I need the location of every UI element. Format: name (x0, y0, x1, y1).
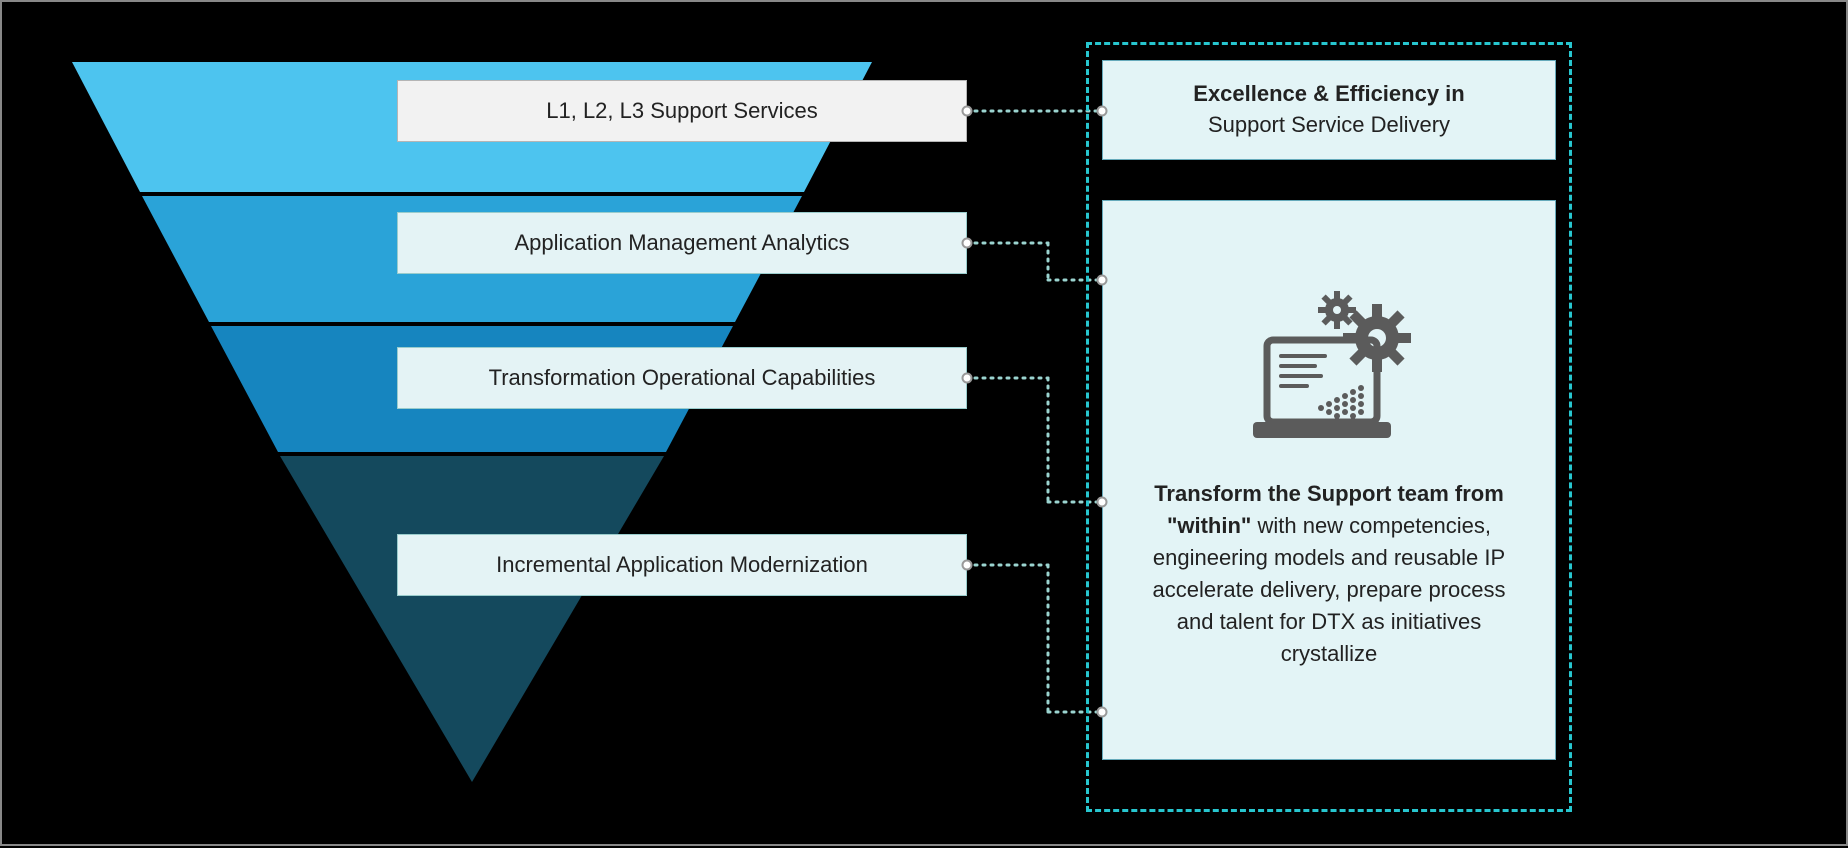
connector-start-dot-1 (962, 238, 973, 249)
connector-start-dot-3 (962, 560, 973, 571)
funnel-slice-3 (280, 456, 664, 782)
funnel-label-1: Application Management Analytics (397, 212, 967, 274)
connector-end-dot-3 (1097, 707, 1108, 718)
funnel-label-2: Transformation Operational Capabilities (397, 347, 967, 409)
connector-end-dot-2 (1097, 497, 1108, 508)
funnel-label-text-2: Transformation Operational Capabilities (489, 365, 876, 391)
connector-end-dot-1 (1097, 275, 1108, 286)
transform-box: Transform the Support team from "within"… (1102, 200, 1556, 760)
transform-text: Transform the Support team from "within"… (1139, 478, 1519, 669)
excellence-line1: Excellence & Efficiency in (1193, 81, 1464, 106)
connector-start-dot-0 (962, 106, 973, 117)
funnel-label-3: Incremental Application Modernization (397, 534, 967, 596)
funnel-label-0: L1, L2, L3 Support Services (397, 80, 967, 142)
excellence-line2: Support Service Delivery (1208, 112, 1450, 137)
funnel-label-text-3: Incremental Application Modernization (496, 552, 868, 578)
laptop-gears-icon (1229, 290, 1429, 460)
diagram-canvas: L1, L2, L3 Support Services Application M… (2, 2, 1846, 844)
funnel-label-text-0: L1, L2, L3 Support Services (546, 98, 818, 124)
connector-end-dot-0 (1097, 106, 1108, 117)
connector-start-dot-2 (962, 373, 973, 384)
excellence-box: Excellence & Efficiency in Support Servi… (1102, 60, 1556, 160)
funnel-label-text-1: Application Management Analytics (514, 230, 849, 256)
